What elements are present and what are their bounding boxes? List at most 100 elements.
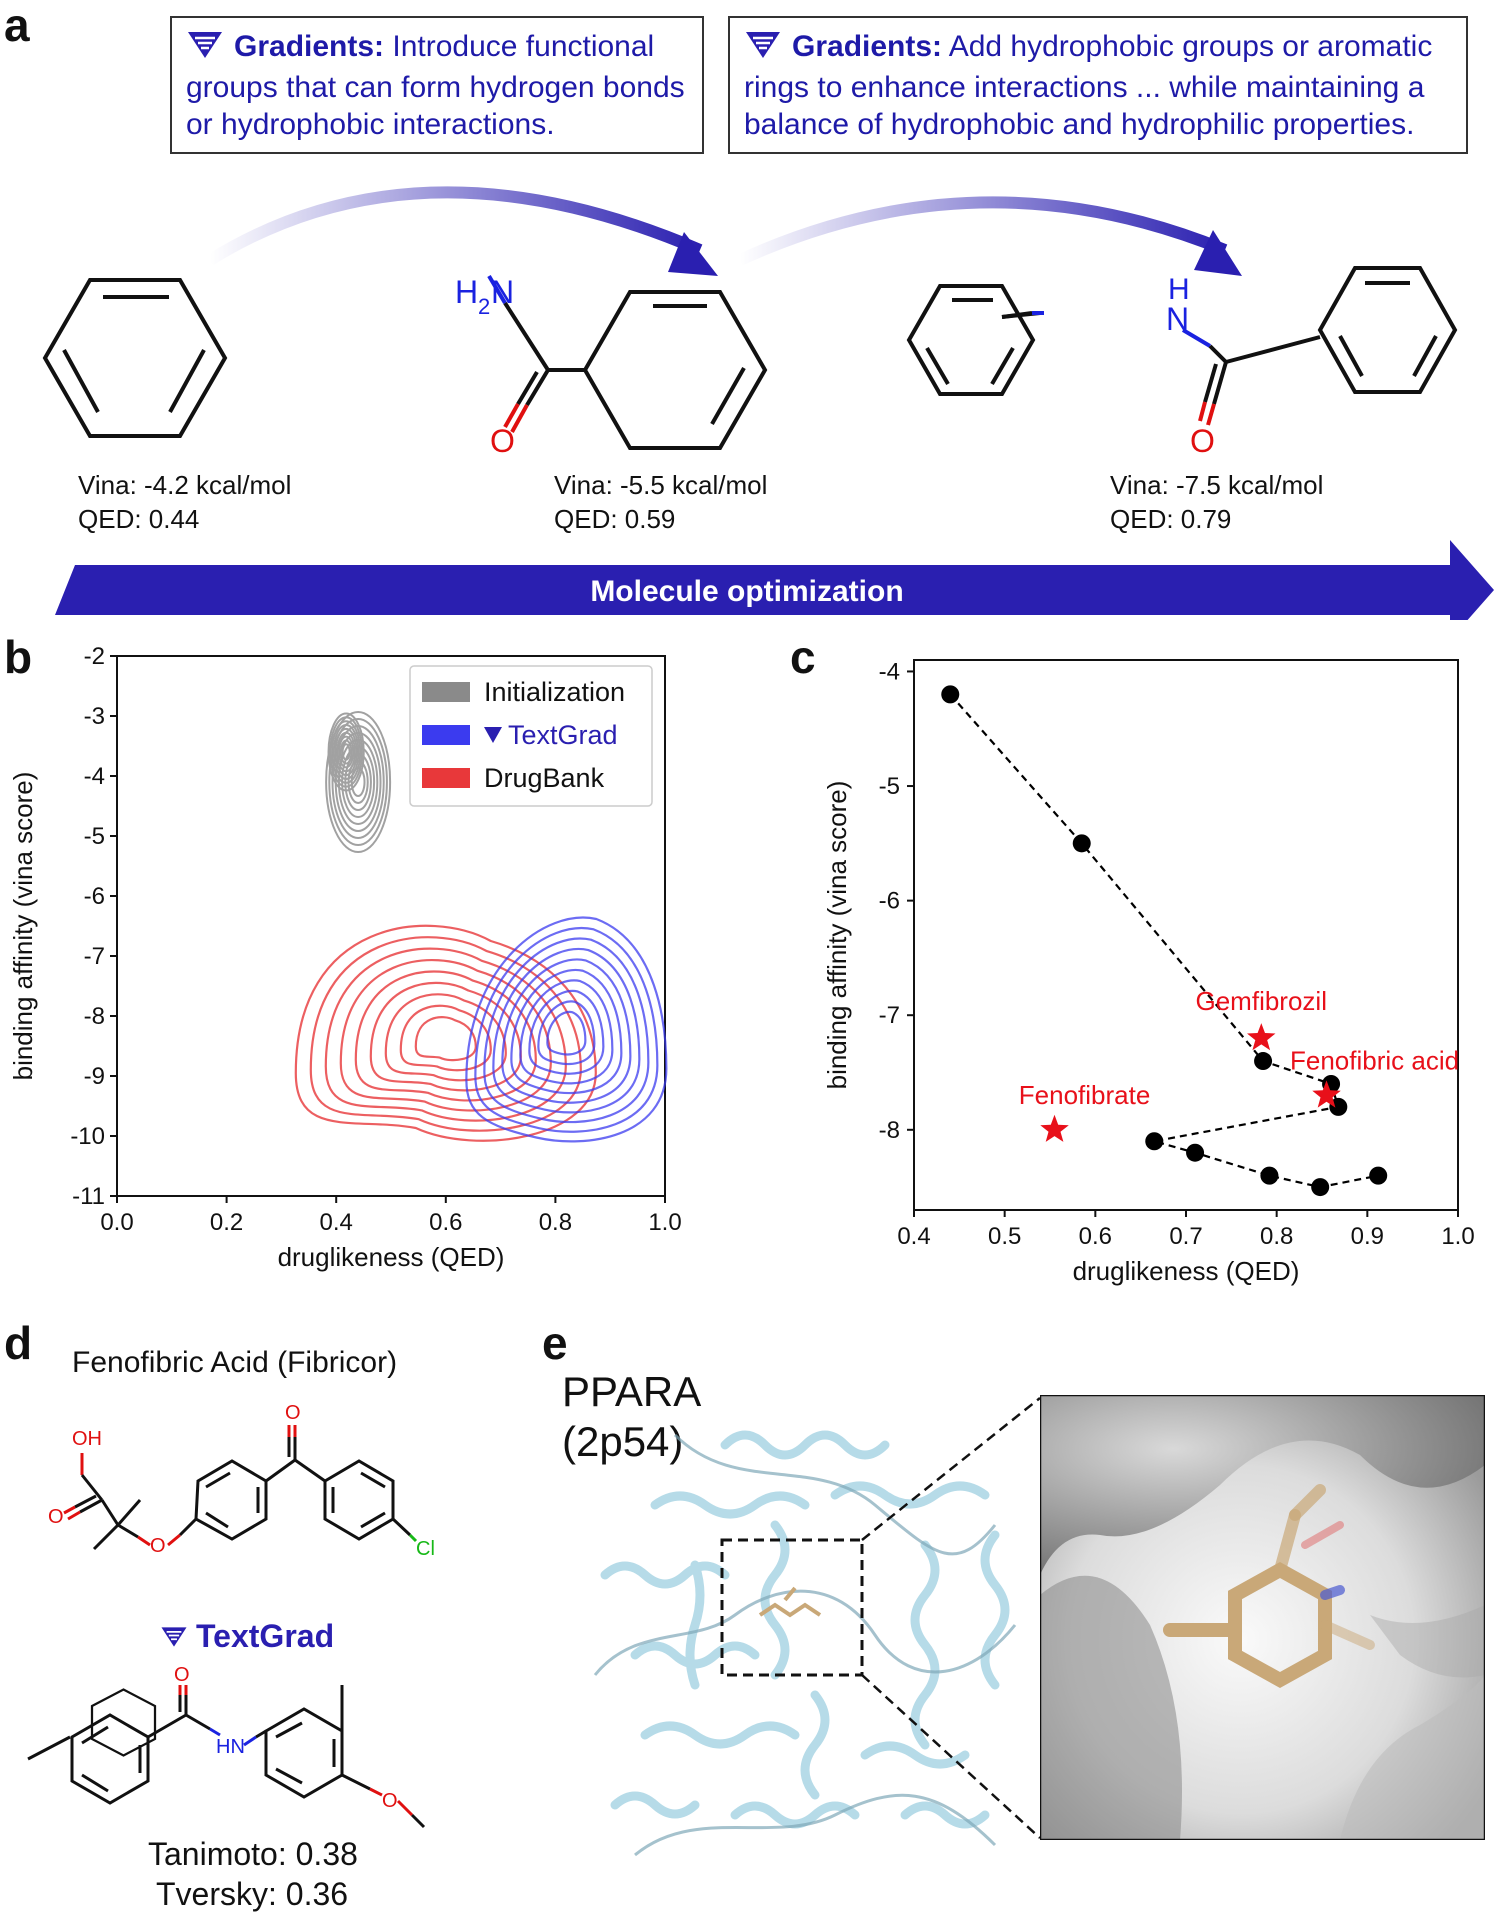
y-tick-label: -4: [84, 763, 105, 790]
tversky-score: Tversky: 0.36: [156, 1876, 349, 1912]
y-tick-label: -9: [84, 1063, 105, 1090]
plot-frame: [913, 659, 1459, 1211]
reference-star: [1247, 1023, 1276, 1051]
y-tick-label: -6: [84, 883, 105, 910]
legend-label: Initialization: [484, 677, 625, 707]
gradient-callout-2: Gradients: Add hydrophobic groups or aro…: [728, 16, 1468, 154]
x-tick-label: 0.8: [1260, 1223, 1293, 1250]
ether-o-label: O: [150, 1535, 166, 1557]
trajectory-point: [1072, 834, 1091, 853]
x-tick-label: 0.6: [1079, 1223, 1112, 1250]
textgrad-logo-icon: [484, 727, 502, 743]
panel-label-c: c: [790, 631, 816, 683]
drugbank-contour-line: [339, 959, 552, 1112]
trajectory-point: [1311, 1178, 1330, 1197]
textgrad-logo-icon: [160, 1620, 188, 1657]
trajectory-point: [1254, 1052, 1273, 1071]
initialization-contour-line: [344, 753, 372, 811]
trajectory-point: [1145, 1132, 1164, 1151]
y-tick-label: -6: [879, 888, 900, 915]
textgrad-logo-icon: [744, 30, 782, 69]
x-axis-label: druglikeness (QED): [1073, 1256, 1300, 1286]
y-tick-label: -8: [879, 1117, 900, 1144]
amide-n-label: N: [1166, 301, 1189, 337]
fenofibric-acid-title: Fenofibric Acid (Fibricor): [72, 1346, 398, 1379]
amine-sub-label: 2: [478, 294, 490, 319]
amide-o-label: O: [174, 1665, 190, 1686]
drugbank-contours: [294, 924, 597, 1142]
y-tick-label: -7: [84, 943, 105, 970]
reference-star: [1312, 1080, 1341, 1108]
qed-score: QED: 0.59: [554, 504, 676, 534]
x-tick-label: 0.7: [1169, 1223, 1202, 1250]
amine-h-label: H: [455, 274, 478, 310]
trajectory-point: [1186, 1143, 1205, 1162]
reference-label: Fenofibrate: [1019, 1080, 1151, 1110]
initialization-contour-line: [331, 725, 385, 839]
x-tick-label: 0.5: [988, 1223, 1021, 1250]
carboxyl-o-label: O: [48, 1506, 64, 1528]
legend-swatch: [422, 682, 470, 702]
trajectory-point: [1369, 1166, 1388, 1185]
hn-label: HN: [216, 1736, 245, 1758]
arc-arrowhead-2: [1194, 230, 1242, 276]
y-tick-label: -10: [70, 1123, 105, 1150]
ligand-stick-model: [1163, 1484, 1375, 1689]
drugbank-contour-line: [324, 947, 567, 1122]
textgrad-logo-icon: [186, 30, 224, 69]
textgrad-contour-line: [546, 1010, 587, 1056]
methoxy-o-label: O: [382, 1790, 398, 1812]
drugbank-contour-line: [414, 1016, 477, 1062]
protein-name: PPARA: [562, 1368, 702, 1415]
panel-label-b: b: [4, 631, 33, 683]
molecule-2-scores: Vina: -5.5 kcal/mol QED: 0.59: [554, 468, 767, 536]
textgrad-contour-line: [492, 947, 641, 1114]
benzanilide-structure: [906, 266, 1458, 426]
textgrad-contour-line: [510, 968, 623, 1095]
textgrad-molecule-structure: O HN O: [27, 1665, 426, 1829]
textgrad-label: TextGrad: [160, 1618, 334, 1657]
textgrad-contour-line: [501, 958, 632, 1104]
drugbank-contour-line: [354, 970, 537, 1102]
drugbank-contour-line: [309, 936, 582, 1132]
molecule-optimization-scheme: H 2 N O: [42, 186, 1494, 620]
initialization-contour-line: [339, 739, 353, 765]
x-tick-label: 0.4: [897, 1223, 930, 1250]
molecule-3-scores: Vina: -7.5 kcal/mol QED: 0.79: [1110, 468, 1323, 536]
drugbank-contour-line: [294, 924, 597, 1142]
optimization-arc-1: [206, 186, 703, 266]
y-tick-label: -11: [72, 1183, 105, 1210]
qed-score: QED: 0.79: [1110, 504, 1232, 534]
panel-label-a: a: [4, 0, 30, 51]
textgrad-contour-line: [519, 979, 614, 1085]
plot-frame: [116, 655, 666, 1197]
callout-lead: Gradients:: [792, 30, 943, 63]
textgrad-contours: [465, 916, 668, 1143]
legend-label: TextGrad: [508, 720, 618, 750]
pdb-id: (2p54): [562, 1418, 684, 1465]
legend-label: DrugBank: [484, 763, 605, 793]
drugbank-contour-line: [399, 1004, 492, 1072]
legend-swatch: [422, 725, 470, 745]
textgrad-contour-line: [474, 927, 659, 1133]
panel-label-d: d: [4, 1317, 33, 1369]
oh-label: OH: [72, 1428, 102, 1450]
optimization-arrow-label: Molecule optimization: [590, 575, 903, 608]
ligand-small: [758, 1586, 822, 1618]
y-tick-label: -3: [84, 703, 105, 730]
vina-score: Vina: -4.2 kcal/mol: [78, 470, 292, 500]
x-tick-label: 0.9: [1351, 1223, 1384, 1250]
initialization-contour-line: [325, 711, 392, 853]
y-tick-label: -4: [879, 658, 900, 685]
carbonyl-o-label: O: [490, 423, 515, 459]
x-tick-label: 1.0: [1441, 1223, 1474, 1250]
trajectory-point: [941, 685, 960, 704]
initialization-contour-line: [341, 743, 351, 761]
drugbank-contour-line: [384, 993, 507, 1082]
textgrad-contour-line: [465, 916, 668, 1143]
initialization-contour-line: [350, 767, 366, 797]
reference-star: [1040, 1114, 1069, 1142]
panel-label-e: e: [542, 1317, 568, 1369]
x-tick-label: 0.2: [210, 1209, 243, 1236]
